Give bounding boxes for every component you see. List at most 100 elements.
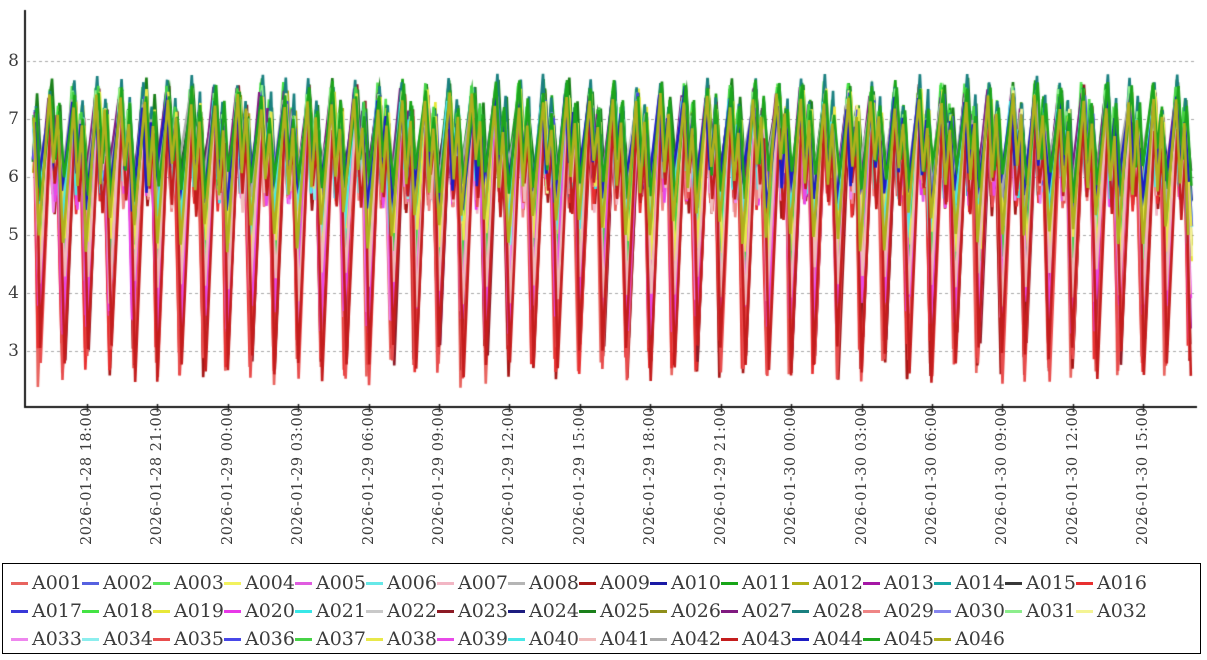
x-tick-label: 2026-01-30 00:00: [783, 407, 800, 545]
legend-swatch-icon: [579, 637, 596, 641]
legend-swatch-icon: [82, 637, 99, 641]
x-tick-label: 2026-01-29 06:00: [360, 407, 377, 545]
x-tick-label: 2026-01-29 15:00: [571, 407, 588, 545]
legend: A001 A002 A003 A004 A005 A006 A007 A008 A009 A010…: [2, 563, 1201, 654]
legend-item-a010: A010: [650, 569, 721, 597]
legend-label: A029: [884, 600, 934, 622]
legend-item-a039: A039: [437, 625, 508, 653]
legend-item-a003: A003: [153, 569, 224, 597]
legend-swatch-icon: [579, 581, 596, 585]
legend-item-a006: A006: [366, 569, 437, 597]
legend-swatch-icon: [1076, 609, 1093, 613]
x-tick-label: 2026-01-29 12:00: [501, 407, 518, 545]
legend-label: A001: [32, 572, 82, 594]
legend-label: A018: [103, 600, 153, 622]
legend-swatch-icon: [792, 609, 809, 613]
y-tick-label: 3: [8, 341, 19, 361]
legend-swatch-icon: [934, 637, 951, 641]
legend-item-a019: A019: [153, 597, 224, 625]
legend-swatch-icon: [295, 581, 312, 585]
legend-label: A045: [884, 628, 934, 650]
legend-label: A008: [529, 572, 579, 594]
legend-item-a042: A042: [650, 625, 721, 653]
legend-swatch-icon: [1076, 581, 1093, 585]
legend-label: A037: [316, 628, 366, 650]
legend-swatch-icon: [650, 581, 667, 585]
legend-label: A016: [1097, 572, 1147, 594]
legend-item-a020: A020: [224, 597, 295, 625]
legend-label: A030: [955, 600, 1005, 622]
legend-item-a035: A035: [153, 625, 224, 653]
legend-label: A044: [813, 628, 863, 650]
legend-item-a025: A025: [579, 597, 650, 625]
x-tick-label: 2026-01-29 00:00: [219, 407, 236, 545]
x-tick-label: 2026-01-29 03:00: [290, 407, 307, 545]
legend-label: A020: [245, 600, 295, 622]
legend-item-a001: A001: [11, 569, 82, 597]
legend-label: A034: [103, 628, 153, 650]
legend-item-a021: A021: [295, 597, 366, 625]
y-tick-label: 5: [8, 225, 19, 245]
legend-item-a032: A032: [1076, 597, 1147, 625]
legend-label: A039: [458, 628, 508, 650]
legend-item-a009: A009: [579, 569, 650, 597]
legend-label: A021: [316, 600, 366, 622]
legend-swatch-icon: [153, 637, 170, 641]
legend-item-a045: A045: [863, 625, 934, 653]
legend-item-a037: A037: [295, 625, 366, 653]
legend-swatch-icon: [82, 581, 99, 585]
legend-item-a016: A016: [1076, 569, 1147, 597]
legend-item-a046: A046: [934, 625, 1005, 653]
legend-label: A032: [1097, 600, 1147, 622]
legend-label: A026: [671, 600, 721, 622]
legend-item-a038: A038: [366, 625, 437, 653]
x-tick-label: 2026-01-30 15:00: [1135, 407, 1152, 545]
y-tick-label: 6: [8, 167, 19, 187]
legend-item-a030: A030: [934, 597, 1005, 625]
legend-swatch-icon: [366, 609, 383, 613]
legend-swatch-icon: [1005, 609, 1022, 613]
legend-swatch-icon: [650, 637, 667, 641]
x-tick-label: 2026-01-30 12:00: [1064, 407, 1081, 545]
legend-label: A007: [458, 572, 508, 594]
x-tick-label: 2026-01-30 09:00: [994, 407, 1011, 545]
x-tick-label: 2026-01-29 18:00: [642, 407, 659, 545]
legend-item-a014: A014: [934, 569, 1005, 597]
legend-label: A011: [742, 572, 792, 594]
y-tick-label: 4: [8, 283, 19, 303]
legend-label: A027: [742, 600, 792, 622]
legend-label: A017: [32, 600, 82, 622]
legend-label: A031: [1026, 600, 1076, 622]
legend-label: A014: [955, 572, 1005, 594]
legend-item-a043: A043: [721, 625, 792, 653]
legend-label: A028: [813, 600, 863, 622]
legend-label: A033: [32, 628, 82, 650]
legend-label: A042: [671, 628, 721, 650]
legend-swatch-icon: [153, 609, 170, 613]
legend-label: A025: [600, 600, 650, 622]
y-tick-label: 7: [8, 109, 19, 129]
legend-label: A038: [387, 628, 437, 650]
legend-item-a005: A005: [295, 569, 366, 597]
legend-item-a031: A031: [1005, 597, 1076, 625]
legend-label: A046: [955, 628, 1005, 650]
legend-swatch-icon: [11, 581, 28, 585]
legend-swatch-icon: [863, 581, 880, 585]
legend-label: A010: [671, 572, 721, 594]
legend-label: A013: [884, 572, 934, 594]
legend-item-a029: A029: [863, 597, 934, 625]
legend-swatch-icon: [295, 637, 312, 641]
legend-item-a040: A040: [508, 625, 579, 653]
legend-item-a023: A023: [437, 597, 508, 625]
legend-item-a012: A012: [792, 569, 863, 597]
legend-item-a033: A033: [11, 625, 82, 653]
legend-label: A035: [174, 628, 224, 650]
legend-swatch-icon: [721, 609, 738, 613]
legend-swatch-icon: [437, 609, 454, 613]
legend-swatch-icon: [11, 609, 28, 613]
legend-label: A040: [529, 628, 579, 650]
legend-label: A004: [245, 572, 295, 594]
legend-swatch-icon: [721, 637, 738, 641]
x-tick-label: 2026-01-28 18:00: [79, 407, 95, 545]
